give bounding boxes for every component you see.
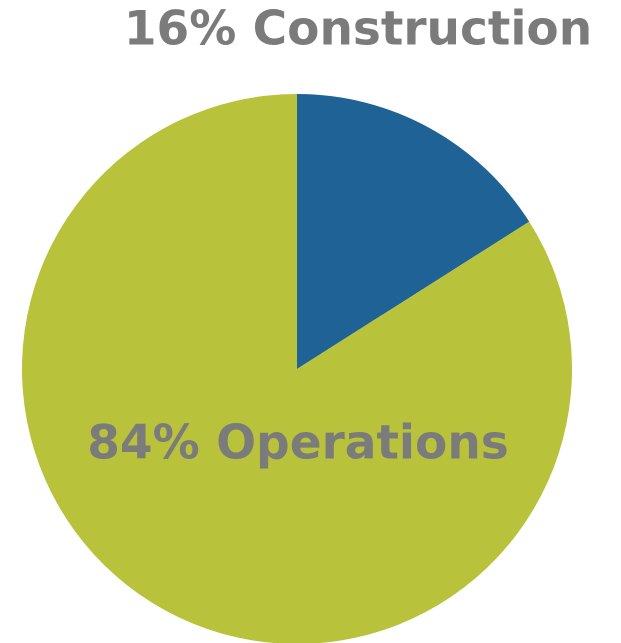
slice-label: 84% Operations (87, 416, 509, 471)
slice-label: 16% Construction (124, 2, 592, 57)
pie-slice (297, 94, 530, 369)
pie-slice (22, 94, 572, 643)
